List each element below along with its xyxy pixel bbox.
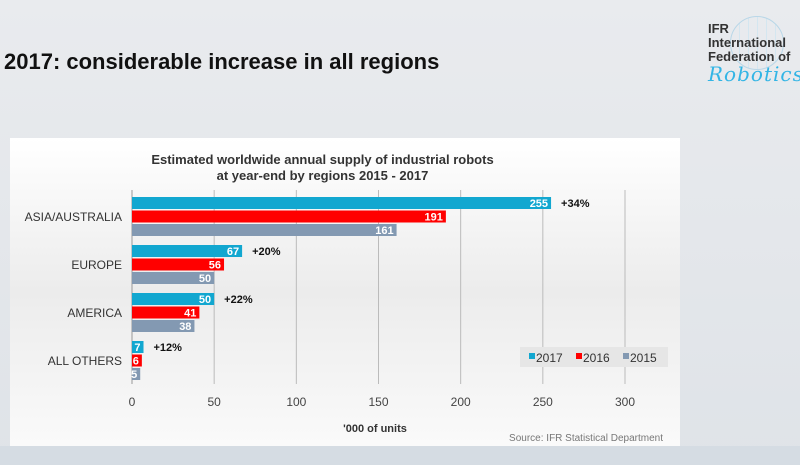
bar-2016 <box>132 258 225 271</box>
data-label: 255 <box>530 198 548 210</box>
x-tick-label: 150 <box>368 395 388 409</box>
bar-2017 <box>132 245 243 257</box>
x-tick-label: 100 <box>286 395 306 409</box>
category-label: ALL OTHERS <box>48 354 122 368</box>
x-tick-label: 250 <box>533 395 553 409</box>
footer-band <box>0 446 800 465</box>
logo-text: Robotics <box>708 62 800 86</box>
data-label: 5 <box>131 369 137 381</box>
growth-annotation: +34% <box>561 198 590 210</box>
bar-2015 <box>132 320 195 332</box>
growth-annotation: +20% <box>252 246 281 258</box>
data-label: 191 <box>425 212 443 224</box>
bar-2017 <box>132 293 215 305</box>
bar-2015 <box>132 224 397 236</box>
category-label: EUROPE <box>71 258 122 272</box>
data-label: 56 <box>209 260 221 272</box>
legend-swatch-2017 <box>529 353 535 359</box>
legend-swatch-2016 <box>576 353 582 359</box>
data-label: 7 <box>134 342 140 354</box>
globe-icon <box>730 16 784 70</box>
bar-2016 <box>132 210 446 223</box>
data-label: 38 <box>179 321 191 333</box>
x-tick-label: 50 <box>207 395 221 409</box>
category-label: AMERICA <box>67 306 122 320</box>
data-label: 50 <box>199 273 211 285</box>
data-label: 41 <box>184 308 196 320</box>
chart-title-line: at year-end by regions 2015 - 2017 <box>216 168 429 183</box>
data-label: 67 <box>227 246 239 258</box>
x-tick-label: 300 <box>615 395 635 409</box>
data-label: 6 <box>133 356 139 368</box>
chart-title-line: Estimated worldwide annual supply of ind… <box>151 152 494 167</box>
bar-2016 <box>132 354 142 367</box>
data-label: 161 <box>375 225 393 237</box>
legend-swatch-2015 <box>623 353 629 359</box>
slide-title: 2017: considerable increase in all regio… <box>4 49 440 74</box>
bar-2017 <box>132 197 552 209</box>
logo-text: IFR <box>708 21 729 36</box>
x-tick-label: 200 <box>451 395 471 409</box>
legend-label: 2015 <box>630 351 657 365</box>
bar-2015 <box>132 272 215 284</box>
bar-2016 <box>132 306 200 319</box>
x-tick-label: 0 <box>129 395 136 409</box>
bar-2015 <box>132 368 141 380</box>
growth-annotation: +22% <box>224 294 253 306</box>
data-label: 50 <box>199 294 211 306</box>
source-note: Source: IFR Statistical Department <box>509 433 663 444</box>
x-axis-label: '000 of units <box>343 423 407 435</box>
bar-2017 <box>132 341 144 353</box>
chart-panel <box>10 138 680 446</box>
legend-label: 2017 <box>536 351 563 365</box>
chart-title: Estimated worldwide annual supply of ind… <box>0 152 710 184</box>
category-label: ASIA/AUSTRALIA <box>25 210 122 224</box>
logo-text: Federation of <box>708 49 791 64</box>
ifr-logo: IFR International Federation of Robotics <box>708 16 800 92</box>
growth-annotation: +12% <box>154 342 183 354</box>
logo-text: International <box>708 35 787 50</box>
legend-label: 2016 <box>583 351 610 365</box>
legend <box>520 347 668 367</box>
